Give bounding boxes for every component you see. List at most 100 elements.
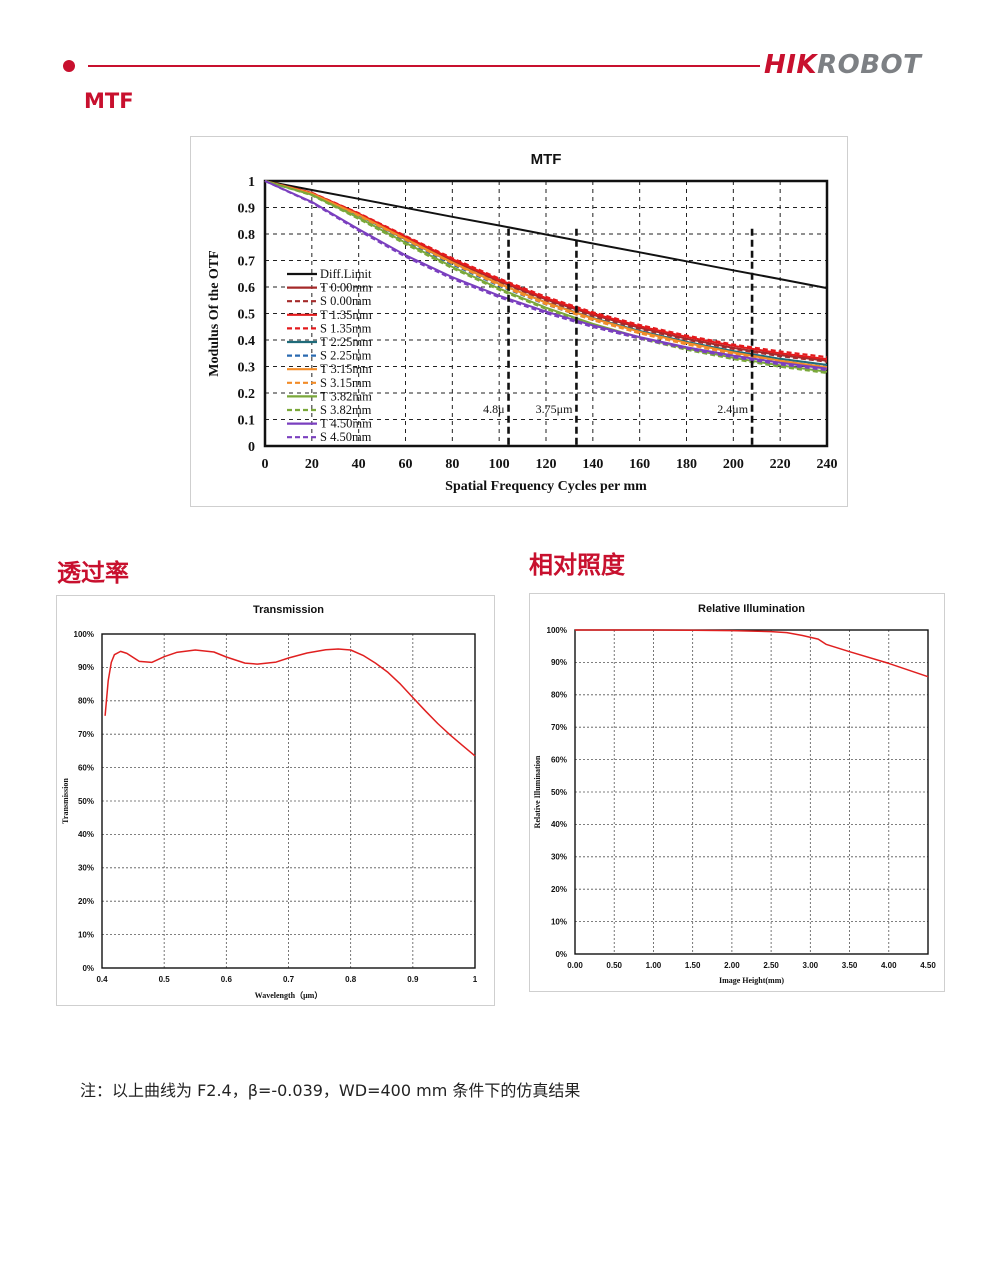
legend-label: S 3.15mm: [320, 376, 372, 390]
x-tick-label: 1: [473, 975, 478, 984]
y-tick-label: 100%: [74, 630, 94, 639]
y-tick-label: 0.9: [238, 201, 256, 216]
x-tick-label: 0.00: [567, 961, 583, 970]
y-tick-label: 0%: [555, 950, 567, 959]
plot-frame: [263, 179, 829, 448]
header-rule: [88, 65, 760, 67]
hikrobot-logo: HIKROBOT: [764, 50, 922, 80]
mtf-chart-panel: MTF 0 20 40 60 80 100 120 140 160 180 200 220 240 0 0.1…: [190, 136, 848, 507]
y-tick-label: 20%: [551, 885, 567, 894]
y-tick-label: 0: [248, 440, 255, 455]
series-line-11: [264, 180, 828, 370]
series-line-0: [575, 629, 929, 678]
x-tick-label: 200: [723, 457, 744, 472]
x-tick-label: 3.50: [842, 961, 858, 970]
x-tick-label: 0.8: [345, 975, 357, 984]
y-tick-label: 50%: [78, 797, 94, 806]
x-tick-label: 180: [676, 457, 697, 472]
illumination-chart-panel: Relative Illumination 0.00 0.50 1.00 1.50 2.0…: [529, 593, 945, 992]
x-tick-label: 100: [489, 457, 510, 472]
x-axis-label: Spatial Frequency Cycles per mm: [445, 479, 647, 494]
x-tick-label: 0: [262, 457, 269, 472]
y-tick-label: 20%: [78, 897, 94, 906]
legend-label: T 4.50mm: [320, 417, 372, 431]
resolution-marker-label: 3.75μm: [536, 402, 573, 416]
y-tick-label: 30%: [78, 864, 94, 873]
y-tick-label: 30%: [551, 853, 567, 862]
y-tick-label: 40%: [78, 830, 94, 839]
y-tick-label: 0.1: [238, 413, 256, 428]
x-tick-label: 20: [305, 457, 319, 472]
mtf-chart: MTF 0 20 40 60 80 100 120 140 160 180 200 220 240 0 0.1…: [207, 151, 838, 494]
y-tick-label: 60%: [551, 755, 567, 764]
legend-label: S 1.35mm: [320, 321, 372, 335]
legend-label: S 2.25mm: [320, 349, 372, 363]
y-tick-label: 90%: [551, 658, 567, 667]
series-line-0: [264, 180, 828, 290]
chart-title: MTF: [531, 151, 562, 168]
x-tick-label: 0.6: [221, 975, 233, 984]
x-tick-label: 140: [582, 457, 603, 472]
x-tick-label: 0.5: [159, 975, 171, 984]
y-tick-label: 60%: [78, 763, 94, 772]
plot-frame: [574, 629, 929, 955]
x-axis-label: Image Height(mm): [719, 976, 784, 985]
x-tick-label: 0.9: [407, 975, 419, 984]
x-tick-label: 0.7: [283, 975, 295, 984]
series-line-8: [264, 180, 828, 370]
y-tick-label: 0.4: [238, 334, 256, 349]
x-tick-label: 2.00: [724, 961, 740, 970]
chart-title: Relative Illumination: [698, 603, 805, 615]
resolution-marker-label: 2.4μm: [717, 402, 748, 416]
y-tick-label: 90%: [78, 663, 94, 672]
resolution-marker-label: 4.8μ: [483, 402, 504, 416]
legend-label: Diff.Limit: [320, 267, 372, 281]
footnote: 注：以上曲线为 F2.4，β=-0.039，WD=400 mm 条件下的仿真结果: [80, 1081, 581, 1100]
legend-label: T 3.15mm: [320, 362, 372, 376]
y-tick-label: 70%: [551, 723, 567, 732]
header-dot: [63, 60, 75, 72]
y-tick-label: 0.6: [238, 281, 256, 296]
legend-label: S 3.82mm: [320, 403, 372, 417]
x-tick-label: 60: [399, 457, 413, 472]
x-tick-label: 1.00: [646, 961, 662, 970]
series-line-12: [264, 180, 828, 372]
y-tick-label: 70%: [78, 730, 94, 739]
x-tick-label: 0.50: [606, 961, 622, 970]
x-tick-label: 160: [629, 457, 650, 472]
legend-label: T 0.00mm: [320, 281, 372, 295]
x-tick-label: 220: [770, 457, 791, 472]
plot-frame: [101, 633, 476, 969]
chart-title: Transmission: [253, 604, 324, 616]
y-tick-label: 0.3: [238, 360, 256, 375]
y-axis-label: Modulus Of the OTF: [207, 250, 222, 376]
legend-label: S 0.00mm: [320, 294, 372, 308]
legend-label: S 4.50mm: [320, 430, 372, 444]
y-tick-label: 0.7: [238, 254, 256, 269]
transmission-chart-panel: Transmission 0.4 0.5 0.6 0.7 0.8 0.9 1 0% 10% 20% 3…: [56, 595, 495, 1006]
y-axis-label: Transmission: [61, 778, 70, 824]
x-axis-label: Wavelength（μm）: [255, 990, 323, 1000]
y-tick-label: 0.8: [238, 228, 256, 243]
mtf-section-title: MTF: [84, 89, 134, 113]
legend-label: T 3.82mm: [320, 389, 372, 403]
y-tick-label: 10%: [78, 930, 94, 939]
y-tick-label: 40%: [551, 820, 567, 829]
y-tick-label: 50%: [551, 788, 567, 797]
y-axis-label: Relative Illumination: [533, 755, 542, 828]
y-tick-label: 80%: [78, 697, 94, 706]
x-tick-label: 80: [445, 457, 459, 472]
y-tick-label: 80%: [551, 691, 567, 700]
y-tick-label: 10%: [551, 917, 567, 926]
y-tick-label: 0.5: [238, 307, 256, 322]
illumination-chart: Relative Illumination 0.00 0.50 1.00 1.50 2.0…: [533, 603, 936, 985]
x-tick-label: 120: [536, 457, 557, 472]
y-tick-label: 100%: [547, 626, 567, 635]
x-tick-label: 4.00: [881, 961, 897, 970]
x-tick-label: 240: [817, 457, 838, 472]
x-tick-label: 1.50: [685, 961, 701, 970]
x-tick-label: 0.4: [96, 975, 108, 984]
x-tick-label: 3.00: [803, 961, 819, 970]
legend-label: T 2.25mm: [320, 335, 372, 349]
